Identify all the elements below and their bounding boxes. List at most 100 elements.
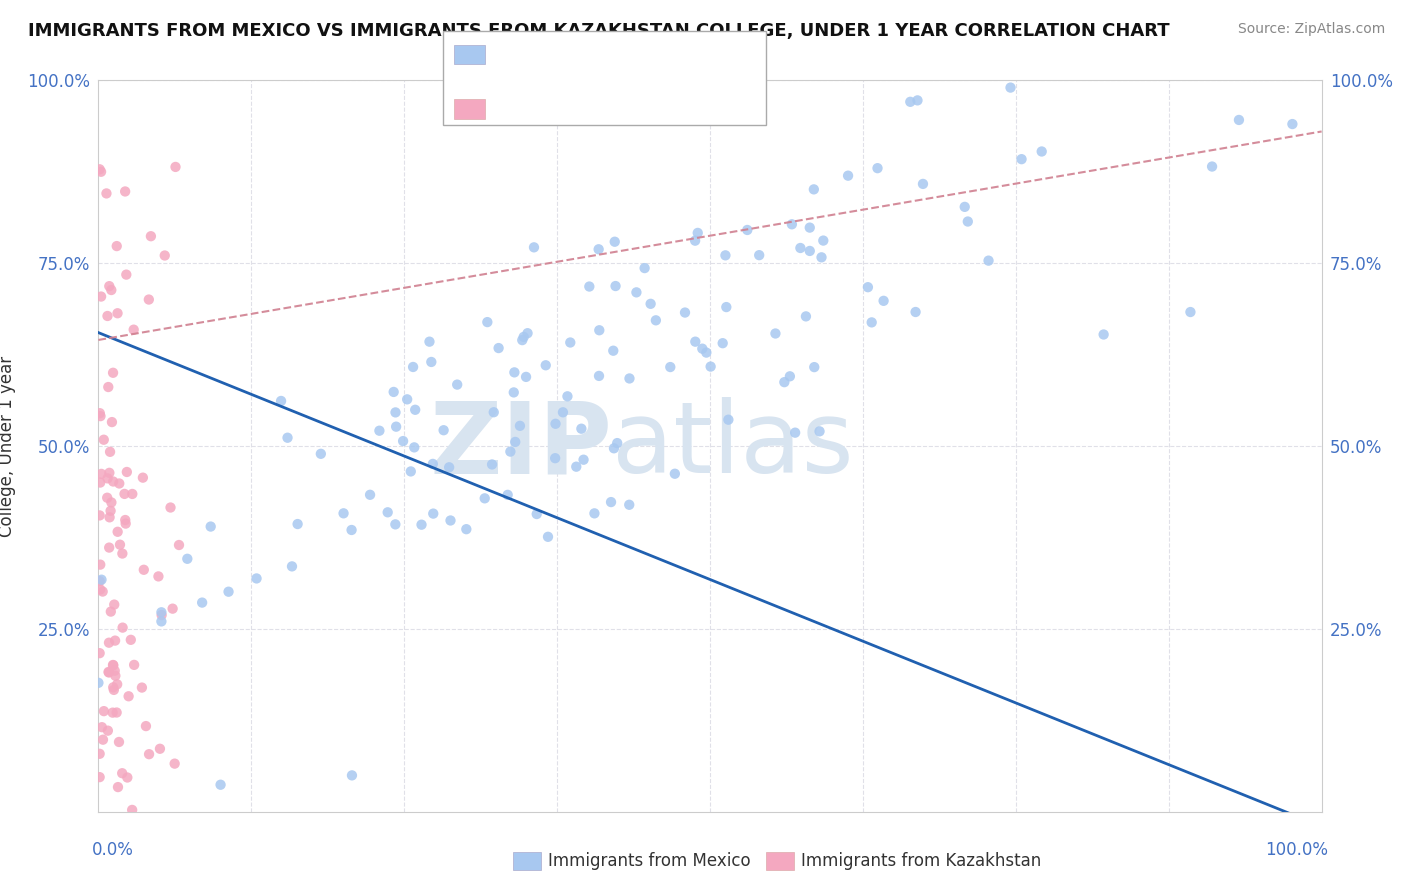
Point: [122, 323, 145, 337]
Point: [810, 250, 832, 264]
Text: ZIP: ZIP: [429, 398, 612, 494]
Point: [808, 425, 831, 439]
Text: IMMIGRANTS FROM MEXICO VS IMMIGRANTS FROM KAZAKHSTAN COLLEGE, UNDER 1 YEAR CORRE: IMMIGRANTS FROM MEXICO VS IMMIGRANTS FRO…: [28, 22, 1170, 40]
Point: [105, 706, 128, 720]
Point: [103, 681, 125, 695]
Point: [277, 431, 299, 445]
Point: [104, 633, 127, 648]
Point: [89, 646, 111, 660]
Point: [537, 530, 560, 544]
Point: [411, 517, 433, 532]
Point: [114, 516, 136, 531]
Point: [100, 495, 122, 509]
Point: [98, 510, 121, 524]
Text: 0.0%: 0.0%: [93, 841, 134, 859]
Point: [340, 523, 363, 537]
Point: [384, 405, 406, 419]
Y-axis label: College, Under 1 year: College, Under 1 year: [0, 355, 15, 537]
Point: [516, 326, 538, 341]
Point: [89, 508, 111, 523]
Point: [89, 574, 111, 589]
Point: [89, 747, 111, 761]
Point: [121, 803, 143, 817]
Point: [399, 465, 422, 479]
Point: [1031, 145, 1053, 159]
Point: [117, 771, 139, 785]
Point: [90, 573, 112, 587]
Point: [644, 313, 666, 327]
Point: [1227, 112, 1250, 127]
Point: [96, 309, 118, 323]
Point: [803, 182, 825, 196]
Point: [956, 214, 979, 228]
Point: [404, 402, 426, 417]
Point: [153, 248, 176, 262]
Point: [100, 504, 122, 518]
Point: [101, 415, 124, 429]
Point: [977, 253, 1000, 268]
Point: [340, 768, 363, 782]
Point: [87, 675, 110, 690]
Point: [165, 160, 187, 174]
Point: [1281, 117, 1303, 131]
Text: R =: R =: [494, 101, 533, 119]
Point: [502, 385, 524, 400]
Point: [404, 441, 426, 455]
Point: [105, 677, 128, 691]
Point: [785, 425, 807, 440]
Point: [368, 424, 391, 438]
Point: [89, 406, 111, 420]
Point: [396, 392, 419, 407]
Point: [107, 306, 129, 320]
Point: [1180, 305, 1202, 319]
Point: [377, 505, 399, 519]
Point: [382, 384, 405, 399]
Point: [422, 457, 444, 471]
Text: Immigrants from Kazakhstan: Immigrants from Kazakhstan: [801, 852, 1042, 870]
Point: [560, 335, 582, 350]
Point: [773, 375, 796, 389]
Point: [402, 359, 425, 374]
Point: [121, 487, 143, 501]
Point: [686, 226, 709, 240]
Point: [439, 514, 461, 528]
Point: [837, 169, 859, 183]
Point: [97, 723, 120, 738]
Point: [1092, 327, 1115, 342]
Point: [103, 682, 125, 697]
Point: [89, 475, 111, 490]
Point: [482, 405, 505, 419]
Point: [664, 467, 686, 481]
Point: [437, 460, 460, 475]
Point: [626, 285, 648, 300]
Point: [245, 571, 267, 585]
Point: [583, 507, 606, 521]
Point: [602, 343, 624, 358]
Point: [89, 409, 111, 424]
Point: [716, 300, 738, 314]
Point: [191, 596, 214, 610]
Point: [163, 756, 186, 771]
Text: 0.018: 0.018: [546, 101, 603, 119]
Point: [90, 467, 112, 481]
Text: 100.0%: 100.0%: [1265, 841, 1327, 859]
Point: [176, 551, 198, 566]
Point: [481, 458, 503, 472]
Point: [89, 558, 111, 572]
Point: [433, 423, 456, 437]
Text: N =: N =: [612, 101, 651, 119]
Point: [309, 447, 332, 461]
Point: [578, 279, 600, 293]
Point: [115, 465, 138, 479]
Point: [600, 495, 623, 509]
Point: [93, 433, 115, 447]
Point: [117, 690, 139, 704]
Text: R =: R =: [494, 46, 533, 64]
Point: [569, 422, 592, 436]
Point: [503, 434, 526, 449]
Point: [332, 506, 354, 520]
Point: [523, 240, 546, 254]
Point: [108, 476, 131, 491]
Point: [103, 658, 125, 673]
Point: [200, 519, 222, 533]
